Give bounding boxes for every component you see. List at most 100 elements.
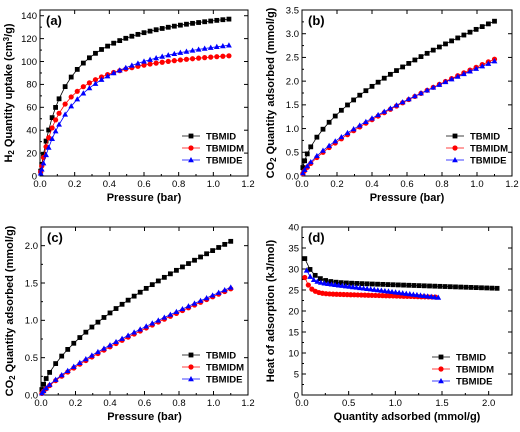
data-point	[312, 272, 318, 278]
y-axis-title-part: 2	[7, 150, 16, 155]
data-point	[113, 338, 119, 345]
y-tick-label: 0	[294, 390, 299, 401]
data-point	[353, 284, 360, 290]
data-point	[375, 281, 380, 287]
data-point	[40, 387, 47, 394]
data-point	[338, 133, 345, 140]
data-point	[203, 295, 210, 301]
data-point	[188, 364, 194, 370]
data-point	[436, 44, 442, 50]
data-point	[359, 281, 365, 287]
data-point	[89, 324, 95, 330]
data-point	[400, 64, 406, 70]
data-point	[356, 122, 363, 128]
legend-label: TBMIDE	[206, 156, 242, 167]
data-point	[375, 111, 382, 118]
data-point	[406, 61, 412, 66]
data-point	[105, 43, 110, 49]
data-point	[165, 52, 172, 58]
x-tick-label: 1.2	[241, 179, 254, 190]
data-point	[88, 352, 95, 358]
data-point	[135, 31, 141, 37]
data-point	[418, 54, 424, 60]
y-tick-label: 40	[288, 222, 299, 233]
y-tick-label: 0.5	[286, 148, 299, 159]
y-tick-label: 10	[288, 348, 299, 359]
data-point	[197, 297, 204, 303]
legend-label: TBMIDM	[206, 363, 244, 374]
data-point	[335, 282, 342, 288]
data-point	[41, 151, 46, 157]
data-point	[326, 142, 333, 148]
data-point	[107, 342, 113, 348]
data-point	[449, 38, 455, 44]
data-point	[186, 261, 191, 266]
data-point	[354, 281, 360, 286]
y-axis-title-part: 3	[2, 36, 11, 41]
chart-panel: 0.0 0.2 0.4 0.6 0.8 1.0 1.2 0 20 40 60 80 100 120 140 P…	[2, 9, 255, 204]
data-point	[430, 47, 436, 53]
chart-panel: 0.0 0.2 0.4 0.6 0.8 1.0 1.2 0.0 0.5 1.0 1.5 2.0 Pres…	[4, 225, 255, 423]
data-point	[107, 310, 113, 316]
data-point	[320, 147, 326, 153]
data-point	[367, 286, 374, 292]
data-point	[416, 283, 422, 289]
data-point	[424, 50, 430, 56]
x-tick-label: 0.5	[342, 398, 355, 409]
data-point	[364, 281, 370, 287]
data-point	[421, 292, 427, 299]
data-point	[104, 73, 111, 79]
data-point	[153, 55, 160, 61]
data-point	[473, 26, 479, 32]
data-point	[485, 21, 491, 27]
series-line	[302, 60, 495, 174]
y-tick-label: 20	[26, 148, 37, 159]
data-point	[473, 285, 479, 291]
y-tick-label: 25	[288, 285, 299, 296]
x-tick-label: 0.0	[34, 398, 47, 409]
data-point	[307, 273, 314, 279]
data-point	[167, 311, 174, 317]
data-point	[369, 281, 375, 287]
data-point	[401, 282, 406, 288]
y-axis-title-part: Heat of adsorption (kJ/mol)	[265, 239, 277, 382]
data-point	[455, 35, 461, 41]
data-point	[141, 62, 147, 68]
data-point	[394, 68, 399, 73]
data-point	[338, 280, 344, 286]
data-point	[351, 97, 357, 103]
data-point	[137, 289, 143, 295]
data-point	[438, 354, 444, 360]
data-point	[461, 32, 467, 38]
y-tick-label: 1.0	[25, 316, 38, 327]
data-point	[86, 85, 93, 91]
data-point	[189, 47, 196, 53]
data-point	[74, 66, 80, 72]
data-point	[208, 54, 214, 60]
data-series	[300, 18, 497, 170]
data-point	[196, 20, 201, 25]
legend-label: TBMIDE	[470, 156, 506, 167]
x-tick-label: 0.6	[400, 179, 413, 190]
data-point	[135, 60, 141, 66]
data-point	[342, 283, 349, 289]
y-tick-label: 15	[288, 327, 299, 338]
data-point	[345, 102, 350, 108]
data-point	[153, 27, 159, 33]
data-point	[326, 119, 332, 125]
data-point	[357, 92, 363, 98]
data-point	[92, 80, 99, 86]
data-point	[125, 297, 131, 303]
data-point	[49, 125, 55, 131]
data-point	[71, 340, 77, 346]
data-point	[382, 287, 388, 294]
data-point	[177, 49, 184, 55]
data-point	[412, 57, 418, 63]
data-point	[463, 284, 469, 290]
y-tick-label: 2.0	[25, 241, 38, 252]
data-point	[111, 40, 117, 46]
chart-panel: 0.0 0.5 1.0 1.5 2.0 0 5 10 15 20 25 30 35 40 Quantity …	[265, 222, 513, 423]
data-point	[95, 348, 101, 355]
